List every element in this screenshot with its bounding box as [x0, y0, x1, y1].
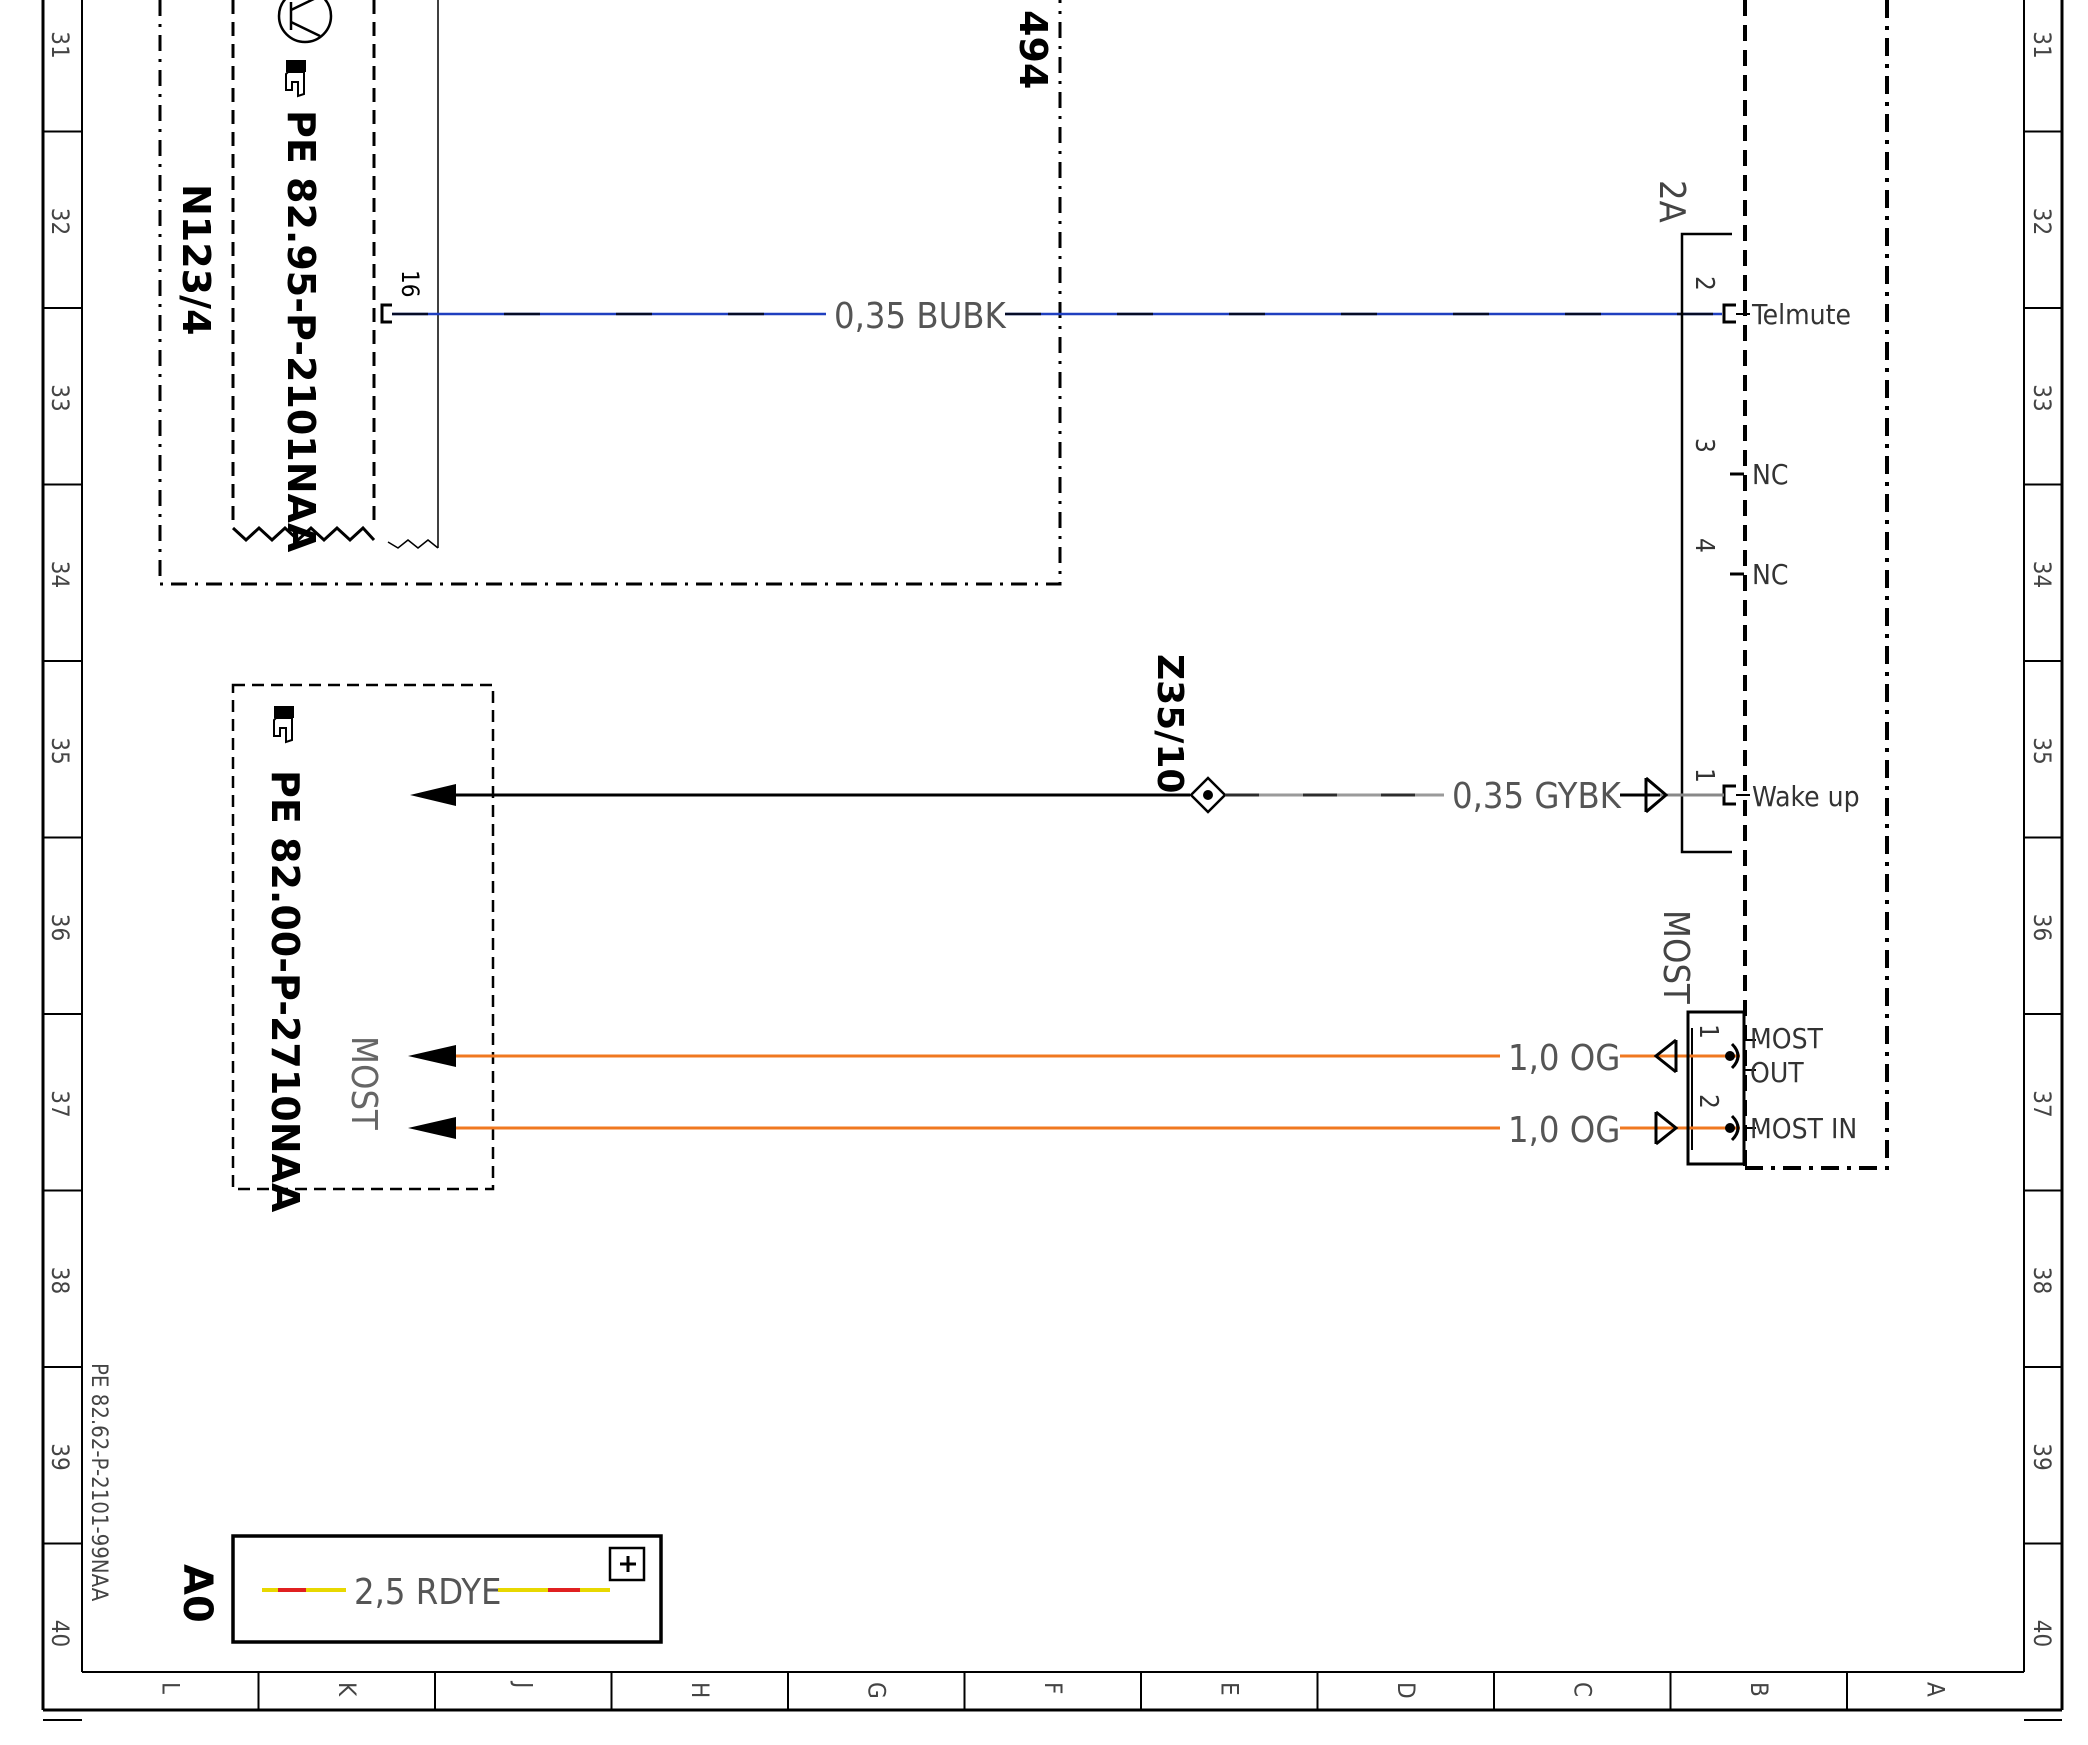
row-number: 31	[2028, 31, 2056, 58]
wire-most-in: 1,0 OG	[408, 1110, 1690, 1151]
column-letter: J	[509, 1680, 537, 1688]
row-number: 34	[46, 561, 74, 588]
component-partial-label: 494	[1011, 10, 1055, 89]
wire-bubk: 0,35 BUBK	[392, 296, 1722, 337]
column-letter: D	[1392, 1682, 1420, 1699]
component-ref: PE 82.95-P-2101NAA	[279, 110, 323, 553]
pin-name: OUT	[1750, 1056, 1804, 1089]
wire-label: 1,0 OG	[1508, 1110, 1620, 1151]
column-letter: K	[333, 1682, 361, 1697]
info-icon	[608, 1546, 646, 1582]
row-number: 35	[46, 737, 74, 764]
pin-name: NC	[1752, 458, 1788, 491]
legend-code: A0	[174, 1564, 220, 1623]
frame-reference: PE 82.62-P-2101-99NAA	[86, 1363, 111, 1602]
pin-name: Wake up	[1752, 780, 1860, 813]
wire-label: 0,35 BUBK	[834, 296, 1007, 337]
row-number: 39	[2028, 1443, 2056, 1470]
pointing-hand-icon	[285, 60, 306, 98]
pin-number: 16	[396, 270, 424, 297]
row-number: 36	[2028, 914, 2056, 941]
pin-name: NC	[1752, 558, 1788, 591]
legend-wire-label: 2,5 RDYE	[354, 1572, 501, 1613]
component-n123-4: PE 82.95-P-2101NAA N123/4 494 16	[158, 0, 1062, 586]
pointing-hand-icon	[273, 706, 294, 744]
row-number: 34	[2028, 561, 2056, 588]
component-label: N123/4	[174, 184, 218, 335]
row-number: 35	[2028, 737, 2056, 764]
column-letter: L	[156, 1682, 184, 1694]
splice-z35-10: Z35/10	[410, 654, 1227, 814]
row-number: 39	[46, 1443, 74, 1470]
connector-label: MOST	[1655, 910, 1696, 1004]
column-letter: H	[686, 1682, 714, 1698]
pin-number: 3	[1689, 438, 1719, 453]
row-number: 32	[2028, 208, 2056, 235]
connector-label: 2A	[1651, 180, 1692, 223]
pin-number: 2	[1693, 1094, 1723, 1109]
pin-name: MOST	[1750, 1022, 1824, 1055]
connector-2a: 2A 2 Telmute 3 NC 4 NC 1 Wake up	[1651, 0, 1889, 1170]
row-number: 37	[46, 1090, 74, 1117]
most-connector: MOST 1 2 MOST OUT MOST IN	[1655, 910, 1857, 1166]
legend-box: A0 2,5 RDYE	[174, 1534, 663, 1644]
row-number: 32	[46, 208, 74, 235]
row-number: 37	[2028, 1090, 2056, 1117]
pin-number: 1	[1693, 1024, 1723, 1039]
row-number: 38	[46, 1267, 74, 1294]
row-number: 38	[2028, 1267, 2056, 1294]
wire-most-out: 1,0 OG	[408, 1038, 1690, 1079]
pin-name: Telmute	[1751, 298, 1851, 331]
row-number: 40	[46, 1620, 74, 1647]
row-number: 31	[46, 31, 74, 58]
column-letter: C	[1568, 1682, 1596, 1697]
pin-number: 1	[1689, 768, 1719, 783]
pin-name: MOST IN	[1750, 1112, 1857, 1145]
most-reference-box: PE 82.00-P-2710NAA MOST	[231, 683, 495, 1213]
column-letter: G	[862, 1682, 890, 1699]
column-letter: F	[1039, 1682, 1067, 1694]
pin-number: 2	[1689, 276, 1719, 291]
wire-gybk: 0,35 GYBK	[1225, 776, 1724, 817]
reference-text: PE 82.00-P-2710NAA	[263, 770, 307, 1213]
drawing-frame	[41, 0, 2064, 1712]
column-letter: E	[1215, 1682, 1243, 1696]
wire-label: 0,35 GYBK	[1452, 776, 1622, 817]
splice-label: Z35/10	[1149, 654, 1190, 793]
wire-label: 1,0 OG	[1508, 1038, 1620, 1079]
column-letter: A	[1921, 1682, 1949, 1697]
pin-number: 4	[1689, 538, 1719, 553]
row-number: 33	[2028, 384, 2056, 411]
row-number: 40	[2028, 1620, 2056, 1647]
most-label: MOST	[343, 1036, 384, 1130]
row-number: 36	[46, 914, 74, 941]
row-number: 33	[46, 384, 74, 411]
column-letter: B	[1745, 1682, 1773, 1697]
